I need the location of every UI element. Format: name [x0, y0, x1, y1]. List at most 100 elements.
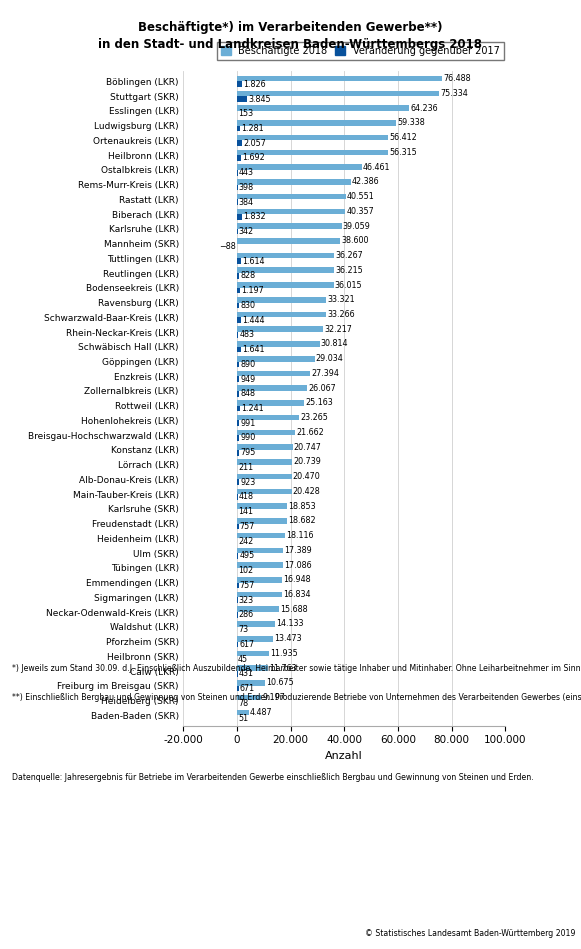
Text: −88: −88 — [218, 242, 235, 251]
Text: 51: 51 — [238, 714, 248, 722]
Text: 59.338: 59.338 — [397, 119, 425, 127]
Text: 1.641: 1.641 — [242, 345, 265, 354]
Text: 21.662: 21.662 — [296, 428, 324, 437]
Bar — [237, 194, 346, 199]
Text: 42.386: 42.386 — [352, 177, 379, 186]
Bar — [237, 524, 239, 530]
Text: in den Stadt- und Landkreisen Baden-Württembergs 2018: in den Stadt- und Landkreisen Baden-Würt… — [99, 38, 482, 51]
Bar — [237, 436, 239, 440]
Bar — [237, 105, 410, 111]
Bar — [237, 479, 239, 485]
Text: 211: 211 — [238, 463, 253, 472]
Bar — [237, 362, 239, 367]
Text: 828: 828 — [240, 271, 255, 280]
Text: 18.682: 18.682 — [288, 516, 315, 526]
Bar — [237, 459, 292, 465]
Bar — [237, 303, 239, 308]
Bar — [237, 90, 439, 96]
Text: 26.067: 26.067 — [308, 383, 336, 393]
Text: 36.215: 36.215 — [335, 266, 363, 275]
Bar — [237, 342, 320, 346]
Text: 141: 141 — [238, 507, 253, 516]
Bar — [237, 229, 238, 234]
Bar — [237, 686, 239, 691]
Bar — [237, 612, 238, 618]
Text: 32.217: 32.217 — [324, 325, 352, 334]
Text: 13.473: 13.473 — [274, 634, 302, 643]
Bar — [237, 121, 396, 125]
Text: 830: 830 — [240, 301, 255, 310]
Text: 1.281: 1.281 — [241, 124, 264, 133]
Bar — [237, 430, 295, 436]
Text: 17.086: 17.086 — [284, 561, 311, 569]
Bar — [237, 268, 334, 273]
Text: 3.845: 3.845 — [248, 95, 271, 103]
Text: 1.832: 1.832 — [243, 213, 266, 221]
Bar — [237, 356, 315, 362]
Text: 323: 323 — [239, 596, 254, 605]
Text: 45: 45 — [238, 655, 248, 663]
Text: 33.266: 33.266 — [327, 310, 355, 319]
Bar — [237, 420, 239, 426]
Text: 39.059: 39.059 — [343, 221, 371, 231]
Text: 1.826: 1.826 — [243, 80, 266, 89]
Text: 38.600: 38.600 — [342, 236, 369, 245]
Text: 617: 617 — [239, 640, 254, 649]
Text: 16.834: 16.834 — [283, 590, 311, 599]
Text: 991: 991 — [241, 419, 256, 428]
Bar — [237, 199, 238, 205]
Bar — [237, 185, 238, 190]
Text: 29.034: 29.034 — [316, 354, 343, 363]
Bar — [237, 400, 304, 406]
Bar — [237, 503, 288, 509]
Bar — [237, 665, 268, 671]
Bar — [237, 489, 292, 494]
Bar — [237, 156, 241, 160]
Text: 757: 757 — [240, 581, 255, 590]
Bar — [237, 415, 299, 420]
Text: 56.412: 56.412 — [389, 133, 417, 142]
Text: 20.470: 20.470 — [293, 472, 321, 481]
Text: 20.739: 20.739 — [293, 457, 321, 466]
Text: 153: 153 — [238, 109, 253, 119]
Bar — [237, 76, 442, 82]
Text: 242: 242 — [238, 537, 254, 546]
Bar — [237, 179, 351, 185]
Text: 18.116: 18.116 — [286, 531, 314, 540]
Bar — [237, 671, 238, 677]
Bar — [237, 238, 340, 244]
Text: 1.614: 1.614 — [242, 256, 265, 266]
Text: 342: 342 — [239, 227, 254, 236]
Bar — [237, 406, 240, 411]
Text: 1.241: 1.241 — [241, 404, 264, 413]
Text: 10.675: 10.675 — [267, 679, 294, 687]
X-axis label: Anzahl: Anzahl — [325, 751, 363, 761]
Bar — [237, 385, 307, 391]
Bar — [237, 164, 361, 170]
Bar — [237, 311, 326, 317]
Bar — [237, 96, 247, 102]
Text: © Statistisches Landesamt Baden-Württemberg 2019: © Statistisches Landesamt Baden-Württemb… — [365, 929, 575, 938]
Bar — [237, 636, 273, 642]
Bar — [237, 297, 327, 303]
Bar — [237, 317, 241, 323]
Bar — [237, 252, 334, 258]
Text: 75.334: 75.334 — [440, 89, 468, 98]
Bar — [237, 622, 275, 626]
Text: 1.692: 1.692 — [242, 154, 265, 162]
Text: Beschäftigte*) im Verarbeitenden Gewerbe**): Beschäftigte*) im Verarbeitenden Gewerbe… — [138, 21, 443, 34]
Text: 16.948: 16.948 — [284, 575, 311, 585]
Text: 36.267: 36.267 — [335, 251, 363, 260]
Text: 495: 495 — [239, 551, 254, 561]
Text: 14.133: 14.133 — [276, 620, 303, 628]
Bar — [237, 273, 239, 279]
Text: 671: 671 — [239, 684, 254, 693]
Text: 40.357: 40.357 — [346, 207, 374, 215]
Bar — [237, 346, 241, 352]
Bar — [237, 209, 345, 214]
Text: 78: 78 — [238, 698, 248, 708]
Bar — [237, 371, 310, 376]
Text: 4.487: 4.487 — [250, 708, 272, 716]
Text: **) Einschließlich Bergbau und Gewinnung von Steinen und Erden. Produzierende Be: **) Einschließlich Bergbau und Gewinnung… — [12, 693, 581, 701]
Text: 9.197: 9.197 — [263, 693, 285, 702]
